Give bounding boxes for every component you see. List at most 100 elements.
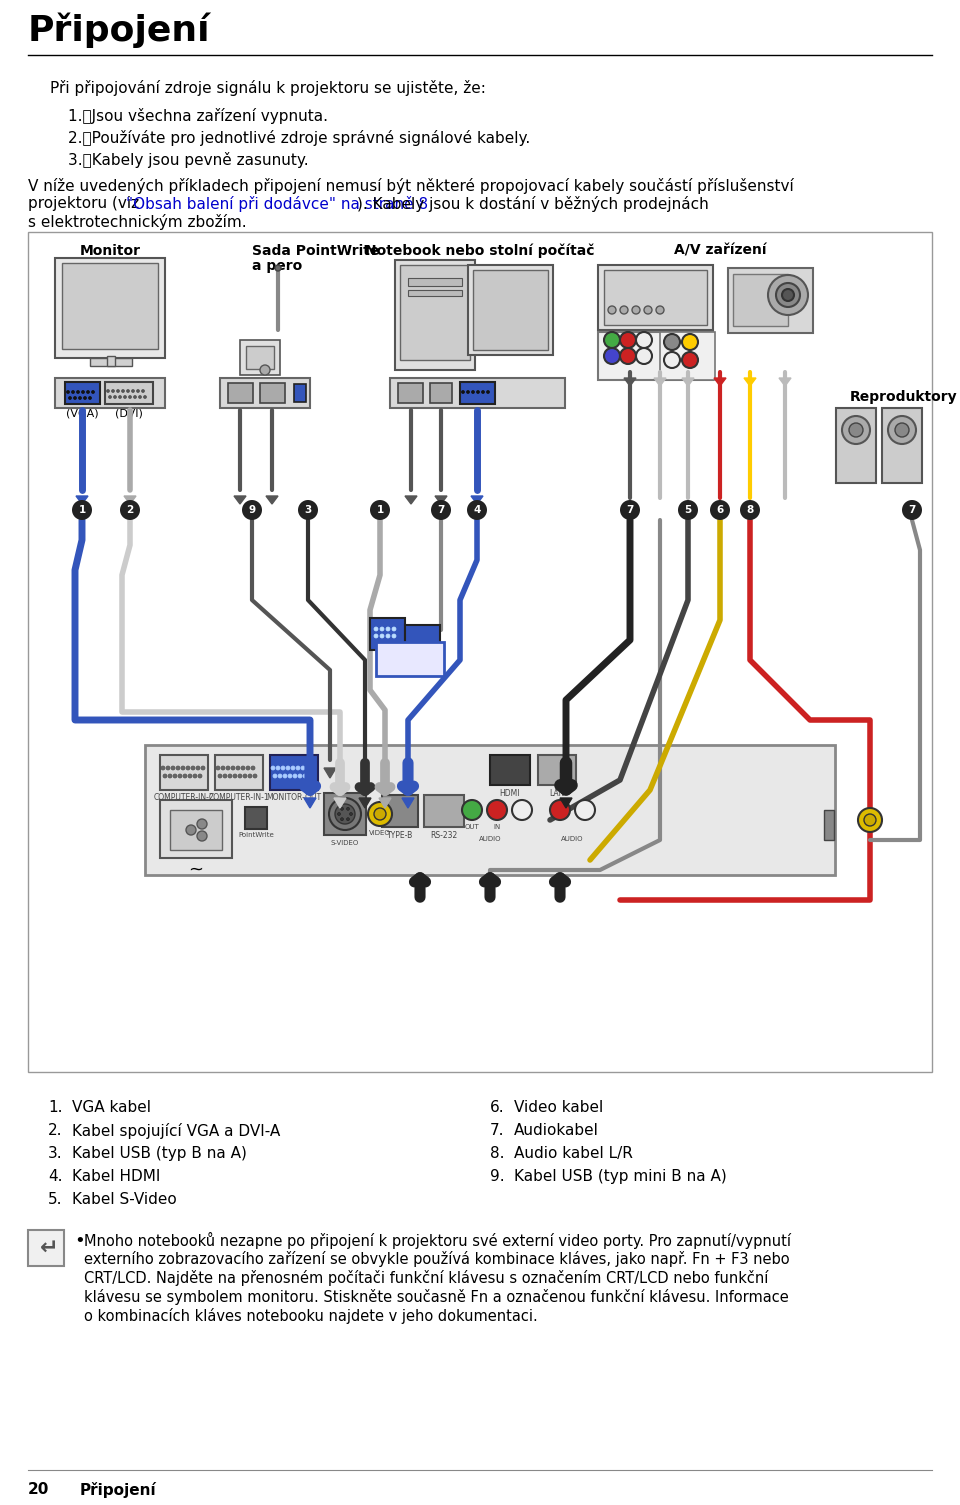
Circle shape xyxy=(226,766,230,771)
Text: 7.: 7. xyxy=(490,1123,505,1138)
Text: LAN: LAN xyxy=(549,789,564,798)
Circle shape xyxy=(740,500,760,521)
Circle shape xyxy=(72,500,92,521)
Text: 4.: 4. xyxy=(48,1169,62,1184)
Circle shape xyxy=(303,774,307,778)
Text: o kombinacích kláves notebooku najdete v jeho dokumentaci.: o kombinacích kláves notebooku najdete v… xyxy=(84,1308,538,1324)
Text: OUT: OUT xyxy=(465,825,479,829)
Text: Připojení: Připojení xyxy=(28,12,210,48)
Text: 9: 9 xyxy=(249,506,255,515)
Circle shape xyxy=(347,817,349,820)
Circle shape xyxy=(116,390,119,393)
Text: •: • xyxy=(74,1233,84,1251)
Circle shape xyxy=(636,348,652,364)
Circle shape xyxy=(132,390,134,393)
Polygon shape xyxy=(234,497,246,504)
Text: AUDIO: AUDIO xyxy=(561,835,584,841)
Bar xyxy=(824,810,834,840)
Circle shape xyxy=(276,766,280,771)
Circle shape xyxy=(198,774,202,778)
Bar xyxy=(424,795,464,828)
Bar xyxy=(598,265,713,330)
Circle shape xyxy=(107,390,109,393)
Circle shape xyxy=(682,352,698,369)
Circle shape xyxy=(242,500,262,521)
Polygon shape xyxy=(402,798,414,808)
Polygon shape xyxy=(76,497,88,504)
Polygon shape xyxy=(682,378,694,385)
Circle shape xyxy=(127,390,130,393)
Circle shape xyxy=(620,348,636,364)
Circle shape xyxy=(161,766,165,771)
Bar xyxy=(28,1230,64,1266)
Circle shape xyxy=(467,390,469,393)
Circle shape xyxy=(201,766,205,771)
Text: ↵: ↵ xyxy=(40,1239,59,1258)
Circle shape xyxy=(233,774,237,778)
Circle shape xyxy=(782,289,794,301)
Text: Kabel HDMI: Kabel HDMI xyxy=(72,1169,160,1184)
Polygon shape xyxy=(304,798,316,808)
Circle shape xyxy=(218,774,222,778)
Polygon shape xyxy=(266,497,278,504)
Bar xyxy=(430,382,452,403)
Text: 3: 3 xyxy=(304,506,312,515)
Circle shape xyxy=(392,628,396,631)
Circle shape xyxy=(298,500,318,521)
Bar xyxy=(733,274,788,327)
Polygon shape xyxy=(714,378,726,385)
Bar xyxy=(270,756,318,790)
Text: Kabel USB (typ mini B na A): Kabel USB (typ mini B na A) xyxy=(514,1169,727,1184)
Bar xyxy=(370,619,405,650)
Circle shape xyxy=(166,766,170,771)
Text: 7: 7 xyxy=(908,506,916,515)
Polygon shape xyxy=(334,798,346,808)
Circle shape xyxy=(246,766,250,771)
Circle shape xyxy=(241,766,245,771)
Circle shape xyxy=(380,634,384,638)
Circle shape xyxy=(216,766,220,771)
Bar xyxy=(105,382,153,403)
Circle shape xyxy=(608,306,616,315)
Circle shape xyxy=(197,831,207,841)
Text: COMPUTER-IN-2: COMPUTER-IN-2 xyxy=(154,793,214,802)
Circle shape xyxy=(512,801,532,820)
Text: V níže uvedených příkladech připojení nemusí být některé propojovací kabely souč: V níže uvedených příkladech připojení ne… xyxy=(28,178,794,194)
Circle shape xyxy=(143,396,147,399)
Circle shape xyxy=(632,306,640,315)
Text: 2.: 2. xyxy=(48,1123,62,1138)
Circle shape xyxy=(296,766,300,771)
Circle shape xyxy=(173,774,177,778)
Circle shape xyxy=(291,766,295,771)
Bar xyxy=(245,807,267,829)
Circle shape xyxy=(138,396,141,399)
Circle shape xyxy=(604,333,620,348)
Text: Kabel S-Video: Kabel S-Video xyxy=(72,1192,177,1207)
Circle shape xyxy=(79,396,82,399)
Circle shape xyxy=(347,807,349,810)
Circle shape xyxy=(191,766,195,771)
Bar xyxy=(468,265,553,355)
Bar xyxy=(62,263,158,349)
Circle shape xyxy=(288,774,292,778)
Circle shape xyxy=(678,500,698,521)
Circle shape xyxy=(122,390,125,393)
Circle shape xyxy=(183,774,187,778)
Text: Kabel spojující VGA a DVI-A: Kabel spojující VGA a DVI-A xyxy=(72,1123,280,1139)
Bar xyxy=(28,232,932,1072)
Circle shape xyxy=(768,275,808,315)
Bar xyxy=(598,333,713,379)
Circle shape xyxy=(196,766,200,771)
Circle shape xyxy=(74,396,77,399)
Bar xyxy=(65,382,100,403)
Text: RS-232: RS-232 xyxy=(430,831,458,840)
Text: 9.: 9. xyxy=(490,1169,505,1184)
Circle shape xyxy=(298,774,302,778)
Polygon shape xyxy=(124,497,136,504)
Circle shape xyxy=(462,390,465,393)
Text: 1.: 1. xyxy=(48,1100,62,1115)
Polygon shape xyxy=(379,798,391,808)
Circle shape xyxy=(133,396,136,399)
Circle shape xyxy=(329,798,361,829)
Bar xyxy=(390,378,565,408)
